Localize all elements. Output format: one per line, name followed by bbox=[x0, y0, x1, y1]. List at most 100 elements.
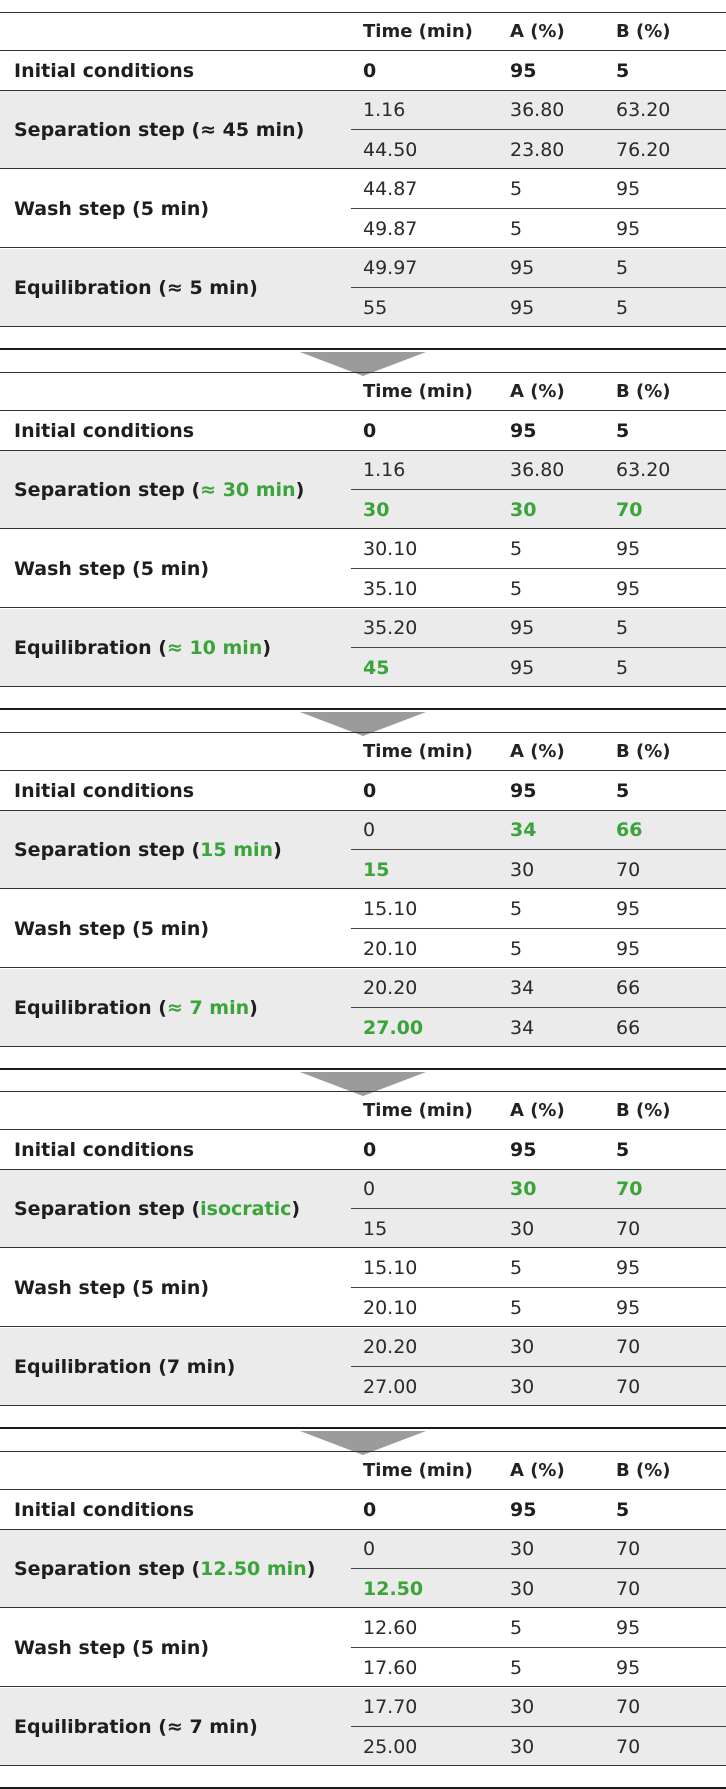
a-percent-cell: 30 bbox=[510, 498, 537, 521]
time-cell: 25.00 bbox=[363, 1735, 418, 1758]
time-cell: 55 bbox=[363, 296, 388, 319]
a-percent-cell: 34 bbox=[510, 819, 537, 841]
table-row: 45 95 5 bbox=[351, 648, 726, 687]
step-label-text: Equilibration (≈ 5 min) bbox=[14, 277, 258, 299]
step-group: Equilibration (≈ 7 min) 17.70 30 70 25.00 30 7… bbox=[0, 1688, 726, 1766]
table-row: 20.10 5 95 bbox=[351, 929, 726, 968]
time-cell: 12.50 bbox=[363, 1577, 424, 1600]
down-arrow-icon bbox=[300, 352, 426, 376]
step-group: Wash step (5 min) 15.10 5 95 20.10 5 95 bbox=[0, 890, 726, 968]
a-percent-cell: 5 bbox=[510, 538, 523, 560]
table-row: 17.60 5 95 bbox=[351, 1648, 726, 1687]
initial-conditions-label: Initial conditions bbox=[14, 59, 195, 82]
b-percent-cell: 70 bbox=[616, 498, 643, 521]
gradient-table: Time (min) A (%) B (%) Initial conditions 0 9… bbox=[0, 372, 726, 710]
a-percent-cell: 5 bbox=[510, 217, 523, 240]
initial-conditions-row: Initial conditions 0 95 5 bbox=[0, 1130, 726, 1170]
initial-b: 5 bbox=[616, 779, 630, 802]
a-percent-cell: 5 bbox=[510, 1656, 523, 1679]
initial-conditions-row: Initial conditions 0 95 5 bbox=[0, 51, 726, 91]
time-column-header: Time (min) bbox=[363, 741, 473, 762]
a-percent-cell: 30 bbox=[510, 1375, 535, 1398]
initial-time: 0 bbox=[363, 59, 377, 82]
step-label-text: Equilibration ( bbox=[14, 637, 167, 659]
step-label-suffix: ) bbox=[262, 637, 272, 659]
initial-b: 5 bbox=[616, 59, 630, 82]
time-cell: 49.97 bbox=[363, 257, 418, 279]
b-percent-cell: 95 bbox=[616, 178, 641, 200]
initial-conditions-row: Initial conditions 0 95 5 bbox=[0, 771, 726, 811]
down-arrow-icon bbox=[300, 1431, 426, 1455]
step-label: Wash step (5 min) bbox=[14, 890, 209, 968]
time-cell: 17.70 bbox=[363, 1696, 418, 1718]
a-column-header: A (%) bbox=[510, 21, 565, 42]
table-row: 15 30 70 bbox=[351, 1209, 726, 1248]
table-header-row: Time (min) A (%) B (%) bbox=[0, 1452, 726, 1490]
down-arrow-icon bbox=[300, 1072, 426, 1096]
b-percent-cell: 5 bbox=[616, 257, 629, 279]
time-cell: 20.20 bbox=[363, 977, 418, 999]
initial-time: 0 bbox=[363, 1138, 377, 1161]
step-label-text: Separation step ( bbox=[14, 479, 201, 501]
b-percent-cell: 95 bbox=[616, 217, 641, 240]
step-group: Wash step (5 min) 15.10 5 95 20.10 5 95 bbox=[0, 1249, 726, 1327]
down-arrow-icon bbox=[300, 712, 426, 736]
a-percent-cell: 30 bbox=[510, 1336, 535, 1358]
a-percent-cell: 34 bbox=[510, 977, 535, 999]
a-column-header: A (%) bbox=[510, 1100, 565, 1121]
time-column-header: Time (min) bbox=[363, 1100, 473, 1121]
step-group: Equilibration (≈ 7 min) 20.20 34 66 27.00 34 6… bbox=[0, 969, 726, 1047]
table-row: 35.20 95 5 bbox=[351, 609, 726, 648]
b-column-header: B (%) bbox=[616, 1460, 671, 1481]
b-column-header: B (%) bbox=[616, 741, 671, 762]
a-column-header: A (%) bbox=[510, 381, 565, 402]
time-cell: 27.00 bbox=[363, 1375, 418, 1398]
step-label: Equilibration (≈ 5 min) bbox=[14, 249, 258, 327]
table-row: 15.10 5 95 bbox=[351, 890, 726, 929]
a-percent-cell: 30 bbox=[510, 1217, 535, 1240]
b-column-header: B (%) bbox=[616, 1100, 671, 1121]
a-percent-cell: 23.80 bbox=[510, 138, 565, 161]
step-label-text: Wash step (5 min) bbox=[14, 198, 210, 220]
b-percent-cell: 66 bbox=[616, 1016, 641, 1039]
time-cell: 15 bbox=[363, 858, 390, 881]
initial-conditions-label: Initial conditions bbox=[14, 419, 195, 442]
a-percent-cell: 5 bbox=[510, 178, 523, 200]
step-label-text: Wash step (5 min) bbox=[14, 918, 210, 940]
b-percent-cell: 95 bbox=[616, 1296, 641, 1319]
a-percent-cell: 36.80 bbox=[510, 99, 565, 121]
b-percent-cell: 5 bbox=[616, 296, 629, 319]
step-label: Equilibration (≈ 7 min) bbox=[14, 969, 258, 1047]
a-percent-cell: 5 bbox=[510, 937, 523, 960]
b-percent-cell: 66 bbox=[616, 977, 641, 999]
initial-a: 95 bbox=[510, 419, 537, 442]
a-percent-cell: 5 bbox=[510, 1617, 523, 1639]
initial-b: 5 bbox=[616, 1498, 630, 1521]
b-percent-cell: 63.20 bbox=[616, 459, 671, 481]
step-label-suffix: ) bbox=[295, 479, 305, 501]
a-percent-cell: 30 bbox=[510, 1696, 535, 1718]
time-cell: 15 bbox=[363, 1217, 388, 1240]
step-label: Separation step (12.50 min) bbox=[14, 1530, 315, 1608]
table-row: 55 95 5 bbox=[351, 288, 726, 327]
a-percent-cell: 30 bbox=[510, 1538, 535, 1560]
b-percent-cell: 66 bbox=[616, 819, 643, 841]
a-percent-cell: 95 bbox=[510, 296, 535, 319]
gradient-table: Time (min) A (%) B (%) Initial conditions 0 9… bbox=[0, 732, 726, 1070]
b-percent-cell: 95 bbox=[616, 898, 641, 920]
a-percent-cell: 5 bbox=[510, 577, 523, 600]
step-label-suffix: ) bbox=[249, 997, 258, 1019]
time-cell: 30 bbox=[363, 498, 390, 521]
table-row: 1.16 36.80 63.20 bbox=[351, 91, 726, 130]
time-cell: 15.10 bbox=[363, 898, 418, 920]
a-percent-cell: 5 bbox=[510, 1257, 523, 1279]
step-label: Wash step (5 min) bbox=[14, 1249, 209, 1327]
time-cell: 35.10 bbox=[363, 577, 418, 600]
initial-conditions-label: Initial conditions bbox=[14, 1498, 195, 1521]
a-percent-cell: 95 bbox=[510, 257, 535, 279]
b-percent-cell: 63.20 bbox=[616, 99, 671, 121]
initial-conditions-row: Initial conditions 0 95 5 bbox=[0, 1490, 726, 1530]
step-label: Wash step (5 min) bbox=[14, 530, 209, 608]
time-cell: 12.60 bbox=[363, 1617, 418, 1639]
a-percent-cell: 30 bbox=[510, 1577, 535, 1600]
